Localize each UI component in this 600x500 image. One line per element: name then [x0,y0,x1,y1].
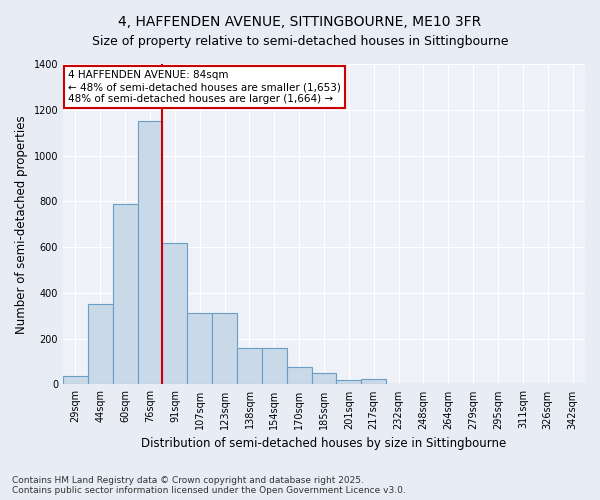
Bar [361,378,386,384]
Bar [311,373,337,384]
Bar [212,314,237,384]
Bar [287,368,311,384]
Text: 4, HAFFENDEN AVENUE, SITTINGBOURNE, ME10 3FR: 4, HAFFENDEN AVENUE, SITTINGBOURNE, ME10… [118,15,482,29]
Bar [113,204,137,384]
Bar [163,242,187,384]
Text: Contains HM Land Registry data © Crown copyright and database right 2025.
Contai: Contains HM Land Registry data © Crown c… [12,476,406,495]
Bar [237,348,262,385]
Bar [88,304,113,384]
Text: Size of property relative to semi-detached houses in Sittingbourne: Size of property relative to semi-detach… [92,35,508,48]
Bar [137,121,163,384]
Bar [262,348,287,385]
X-axis label: Distribution of semi-detached houses by size in Sittingbourne: Distribution of semi-detached houses by … [142,437,506,450]
Text: 4 HAFFENDEN AVENUE: 84sqm
← 48% of semi-detached houses are smaller (1,653)
48% : 4 HAFFENDEN AVENUE: 84sqm ← 48% of semi-… [68,70,341,104]
Bar [337,380,361,384]
Bar [63,376,88,384]
Bar [187,314,212,384]
Y-axis label: Number of semi-detached properties: Number of semi-detached properties [15,115,28,334]
